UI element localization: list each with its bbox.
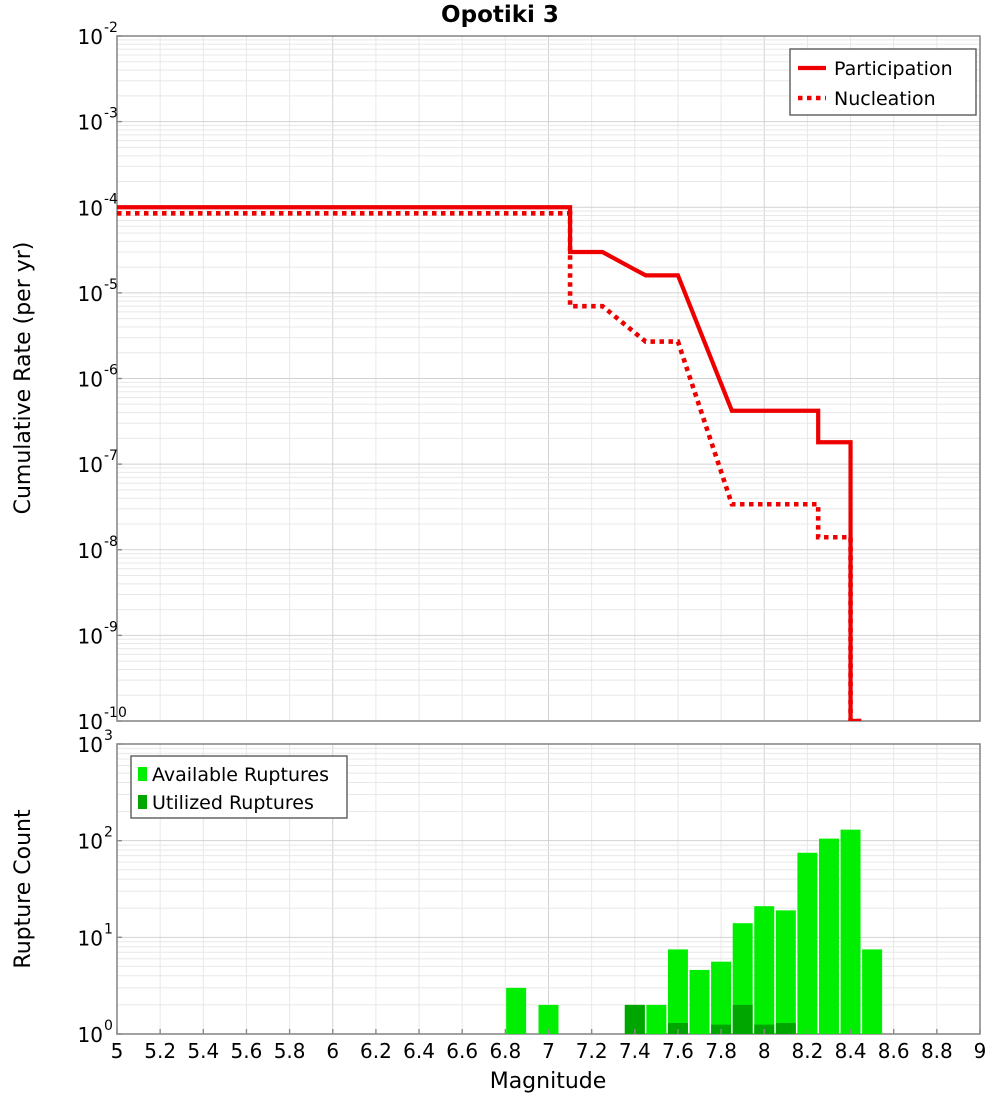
top-panel-y-tick: 10 bbox=[78, 25, 103, 49]
x-axis-tick: 5.6 bbox=[231, 1039, 263, 1063]
x-axis-tick: 8.6 bbox=[878, 1039, 910, 1063]
top-panel-y-tick-exponent: -8 bbox=[104, 534, 118, 550]
top-panel-y-tick-exponent: -3 bbox=[104, 106, 118, 122]
bar-available-rupture bbox=[775, 910, 796, 1034]
bottom-panel-y-axis-label: Rupture Count bbox=[11, 809, 36, 969]
bar-available-rupture bbox=[506, 987, 527, 1034]
bottom-panel-bars bbox=[506, 829, 883, 1034]
legend-label-nucleation: Nucleation bbox=[834, 88, 936, 110]
legend-label-utilized-ruptures: Utilized Ruptures bbox=[152, 792, 314, 814]
top-panel-y-tick-exponent: -7 bbox=[104, 448, 118, 464]
x-axis-tick: 6.8 bbox=[489, 1039, 521, 1063]
x-axis-tick: 8 bbox=[758, 1039, 771, 1063]
legend-label-participation: Participation bbox=[834, 58, 953, 80]
x-axis-tick: 9 bbox=[974, 1039, 987, 1063]
top-panel-y-tick: 10 bbox=[78, 453, 103, 477]
bottom-panel-y-tick-exponent: 2 bbox=[104, 825, 113, 841]
bottom-panel-y-tick: 10 bbox=[78, 733, 103, 757]
top-panel-y-tick: 10 bbox=[78, 368, 103, 392]
top-panel-y-tick: 10 bbox=[78, 282, 103, 306]
bar-available-rupture bbox=[667, 949, 688, 1034]
top-panel-y-tick: 10 bbox=[78, 111, 103, 135]
x-axis-tick: 8.2 bbox=[791, 1039, 823, 1063]
top-panel-y-tick-exponent: -10 bbox=[104, 705, 127, 721]
bottom-panel-y-tick: 10 bbox=[78, 926, 103, 950]
x-axis-tick-labels: 5 5.2 5.4 5.6 5.8 6 6.2 6.4 6.6 6.8 7 7.2 7.4 7.6 7.8 8… bbox=[111, 1029, 987, 1063]
curve-nucleation bbox=[117, 210, 862, 721]
x-axis-tick: 8.4 bbox=[835, 1039, 867, 1063]
bottom-panel-y-tick: 10 bbox=[78, 830, 103, 854]
top-panel-y-axis-label: Cumulative Rate (per yr) bbox=[11, 242, 36, 515]
bar-available-rupture bbox=[689, 969, 710, 1034]
x-axis-tick: 7 bbox=[542, 1039, 555, 1063]
top-panel-data-curves bbox=[117, 205, 862, 721]
top-panel-y-tick-labels: 10-210-310-410-510-610-710-810-910-10 bbox=[78, 20, 127, 734]
x-axis-tick: 7.2 bbox=[576, 1039, 608, 1063]
top-panel-y-tick-exponent: -4 bbox=[104, 191, 118, 207]
x-axis-tick: 6.2 bbox=[360, 1039, 392, 1063]
top-panel-y-tick-exponent: -2 bbox=[104, 20, 118, 36]
top-panel-legend[interactable]: Participation Nucleation bbox=[789, 48, 977, 116]
bar-utilized-rupture bbox=[624, 1004, 645, 1034]
legend-swatch-utilized-ruptures bbox=[138, 795, 147, 809]
bar-available-rupture bbox=[538, 1004, 559, 1034]
bar-available-rupture bbox=[840, 829, 861, 1034]
bar-utilized-rupture bbox=[667, 1022, 688, 1034]
legend-swatch-available-ruptures bbox=[138, 767, 147, 781]
x-axis-tick: 5.8 bbox=[274, 1039, 306, 1063]
x-axis-tick: 7.4 bbox=[619, 1039, 651, 1063]
top-panel-y-tick-exponent: -5 bbox=[104, 277, 118, 293]
bar-available-rupture bbox=[862, 949, 883, 1034]
bar-available-rupture bbox=[711, 961, 732, 1034]
bottom-panel-y-tick-exponent: 0 bbox=[104, 1018, 113, 1034]
x-axis-tick: 7.8 bbox=[705, 1039, 737, 1063]
x-axis-tick: 5.4 bbox=[187, 1039, 219, 1063]
top-panel: 10-210-310-410-510-610-710-810-910-10 Cu… bbox=[11, 20, 981, 734]
bottom-panel-y-tick: 10 bbox=[78, 1023, 103, 1047]
top-panel-y-tick: 10 bbox=[78, 710, 103, 734]
x-axis-tick: 8.8 bbox=[921, 1039, 953, 1063]
top-panel-y-tick: 10 bbox=[78, 539, 103, 563]
top-panel-y-tick-exponent: -9 bbox=[104, 619, 118, 635]
bottom-panel-y-tick-exponent: 3 bbox=[104, 728, 113, 744]
x-axis-tick: 7.6 bbox=[662, 1039, 694, 1063]
x-axis-label: Magnitude bbox=[490, 1069, 607, 1094]
top-panel-y-tick: 10 bbox=[78, 624, 103, 648]
bottom-panel-y-tick-exponent: 1 bbox=[104, 921, 113, 937]
bar-utilized-rupture bbox=[732, 1004, 753, 1034]
top-panel-y-tick: 10 bbox=[78, 196, 103, 220]
bar-available-rupture bbox=[646, 1004, 667, 1034]
bar-available-rupture bbox=[818, 838, 839, 1034]
curve-participation bbox=[117, 205, 862, 721]
legend-label-available-ruptures: Available Ruptures bbox=[152, 764, 329, 786]
page-title: Opotiki 3 bbox=[441, 2, 559, 28]
x-axis-tick: 5 bbox=[111, 1039, 124, 1063]
bar-available-rupture bbox=[754, 906, 775, 1034]
x-axis-tick: 6 bbox=[326, 1039, 339, 1063]
x-axis-tick: 5.2 bbox=[144, 1039, 176, 1063]
x-axis-tick: 6.6 bbox=[446, 1039, 478, 1063]
bar-utilized-rupture bbox=[775, 1022, 796, 1034]
x-axis-tick: 6.4 bbox=[403, 1039, 435, 1063]
top-panel-y-tick-exponent: -6 bbox=[104, 363, 118, 379]
bar-available-rupture bbox=[797, 852, 818, 1034]
bottom-panel-legend[interactable]: Available Ruptures Utilized Ruptures bbox=[130, 755, 348, 819]
